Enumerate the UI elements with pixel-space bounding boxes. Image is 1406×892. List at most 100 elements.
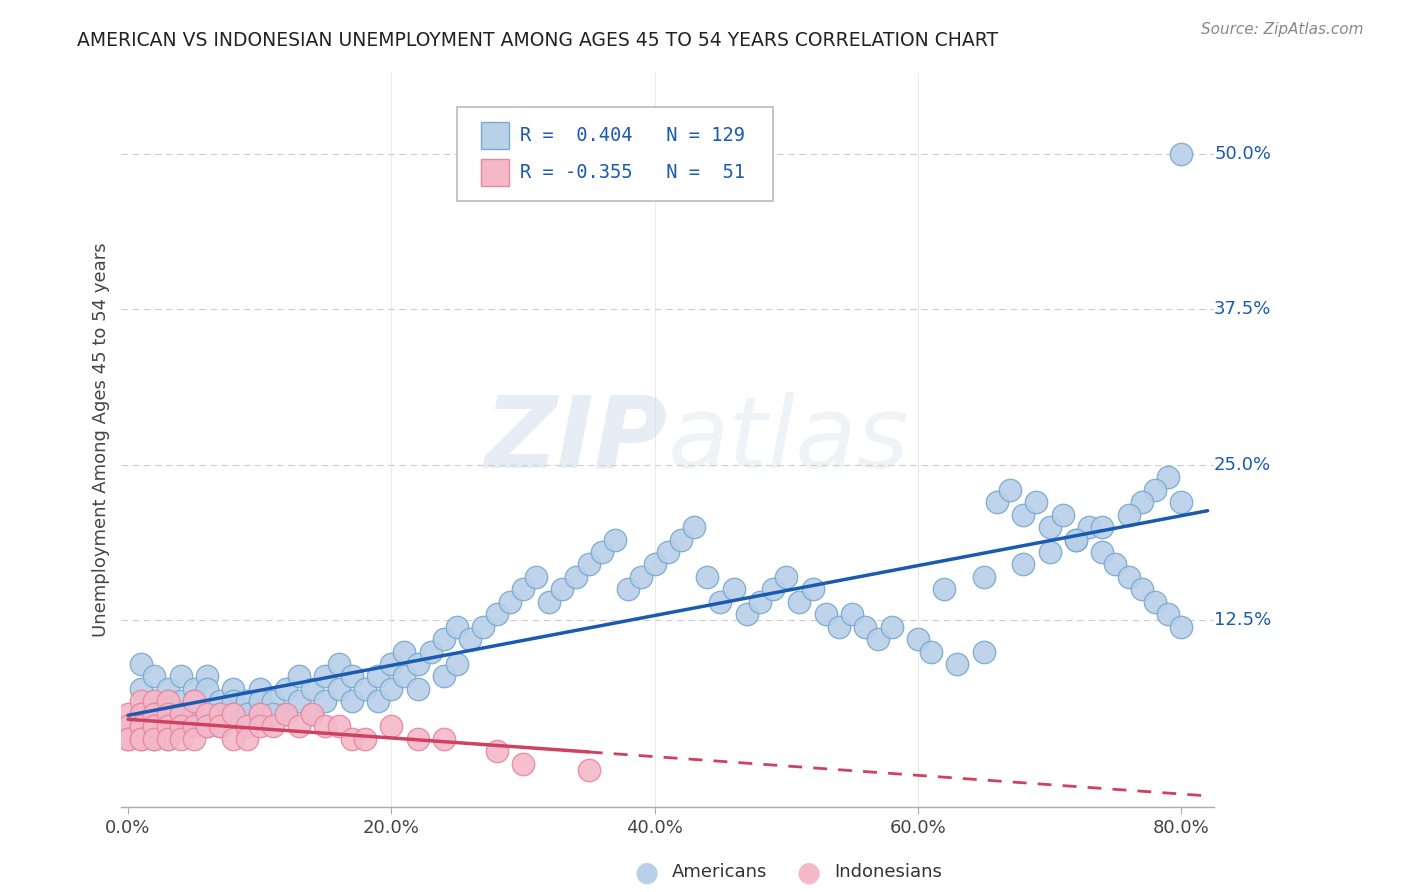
Point	[156, 731, 179, 746]
Point	[301, 706, 323, 721]
Point	[117, 706, 139, 721]
Point	[1038, 545, 1060, 559]
Point	[934, 582, 956, 597]
Point	[499, 595, 522, 609]
Point	[274, 706, 297, 721]
Point	[406, 731, 429, 746]
Point	[1064, 533, 1087, 547]
Point	[143, 669, 166, 683]
Point	[394, 669, 416, 683]
Point	[617, 582, 640, 597]
Point	[209, 706, 232, 721]
Point	[1143, 595, 1166, 609]
Point	[446, 620, 468, 634]
Point	[973, 570, 995, 584]
Point	[170, 719, 193, 733]
Point	[841, 607, 863, 622]
Point	[723, 582, 745, 597]
Point	[406, 681, 429, 696]
Point	[288, 669, 311, 683]
Point	[209, 719, 232, 733]
Text: Americans: Americans	[672, 863, 768, 881]
Point	[274, 681, 297, 696]
Text: Indonesians: Indonesians	[834, 863, 942, 881]
Point	[249, 719, 271, 733]
Point	[354, 681, 377, 696]
Point	[170, 719, 193, 733]
Point	[195, 706, 218, 721]
Point	[156, 681, 179, 696]
Point	[1104, 558, 1126, 572]
Point	[143, 719, 166, 733]
Point	[340, 694, 363, 708]
Point	[195, 706, 218, 721]
Point	[288, 719, 311, 733]
Point	[129, 681, 152, 696]
Point	[1170, 620, 1192, 634]
Point	[143, 706, 166, 721]
Point	[195, 669, 218, 683]
Point	[709, 595, 731, 609]
Point	[657, 545, 679, 559]
Point	[340, 669, 363, 683]
Point	[209, 719, 232, 733]
Point	[183, 706, 205, 721]
Point	[183, 694, 205, 708]
Point	[814, 607, 837, 622]
Point	[380, 681, 402, 696]
Point	[578, 763, 600, 777]
Point	[315, 719, 337, 733]
Point	[1118, 570, 1140, 584]
Text: Source: ZipAtlas.com: Source: ZipAtlas.com	[1201, 22, 1364, 37]
Point	[603, 533, 626, 547]
Point	[485, 607, 508, 622]
Point	[419, 644, 441, 658]
Point	[1038, 520, 1060, 534]
Point	[235, 719, 257, 733]
Point	[156, 706, 179, 721]
Point	[775, 570, 797, 584]
Point	[1091, 545, 1114, 559]
Point	[222, 706, 245, 721]
Point	[129, 706, 152, 721]
Point	[143, 694, 166, 708]
Point	[129, 731, 152, 746]
Text: 37.5%: 37.5%	[1215, 301, 1271, 318]
Text: 25.0%: 25.0%	[1215, 456, 1271, 474]
Point	[868, 632, 890, 646]
Point	[472, 620, 495, 634]
Point	[315, 694, 337, 708]
Point	[1025, 495, 1047, 509]
Point	[315, 669, 337, 683]
Point	[512, 756, 534, 771]
Point	[288, 694, 311, 708]
Point	[129, 719, 152, 733]
Point	[853, 620, 876, 634]
Point	[880, 620, 903, 634]
Point	[143, 719, 166, 733]
Point	[998, 483, 1021, 497]
Point	[458, 632, 481, 646]
Point	[735, 607, 758, 622]
Point	[249, 706, 271, 721]
Point	[644, 558, 666, 572]
Point	[683, 520, 706, 534]
Point	[183, 719, 205, 733]
Point	[340, 731, 363, 746]
Point	[156, 694, 179, 708]
Point	[235, 694, 257, 708]
Point	[328, 657, 350, 671]
Point	[156, 731, 179, 746]
Point	[524, 570, 547, 584]
Point	[262, 694, 284, 708]
Point	[235, 731, 257, 746]
Text: R =  0.404   N = 129: R = 0.404 N = 129	[520, 126, 745, 145]
Point	[1143, 483, 1166, 497]
Point	[328, 681, 350, 696]
Point	[195, 719, 218, 733]
Point	[143, 731, 166, 746]
Text: 50.0%: 50.0%	[1215, 145, 1271, 163]
Point	[551, 582, 574, 597]
Point	[907, 632, 929, 646]
Point	[1130, 495, 1153, 509]
